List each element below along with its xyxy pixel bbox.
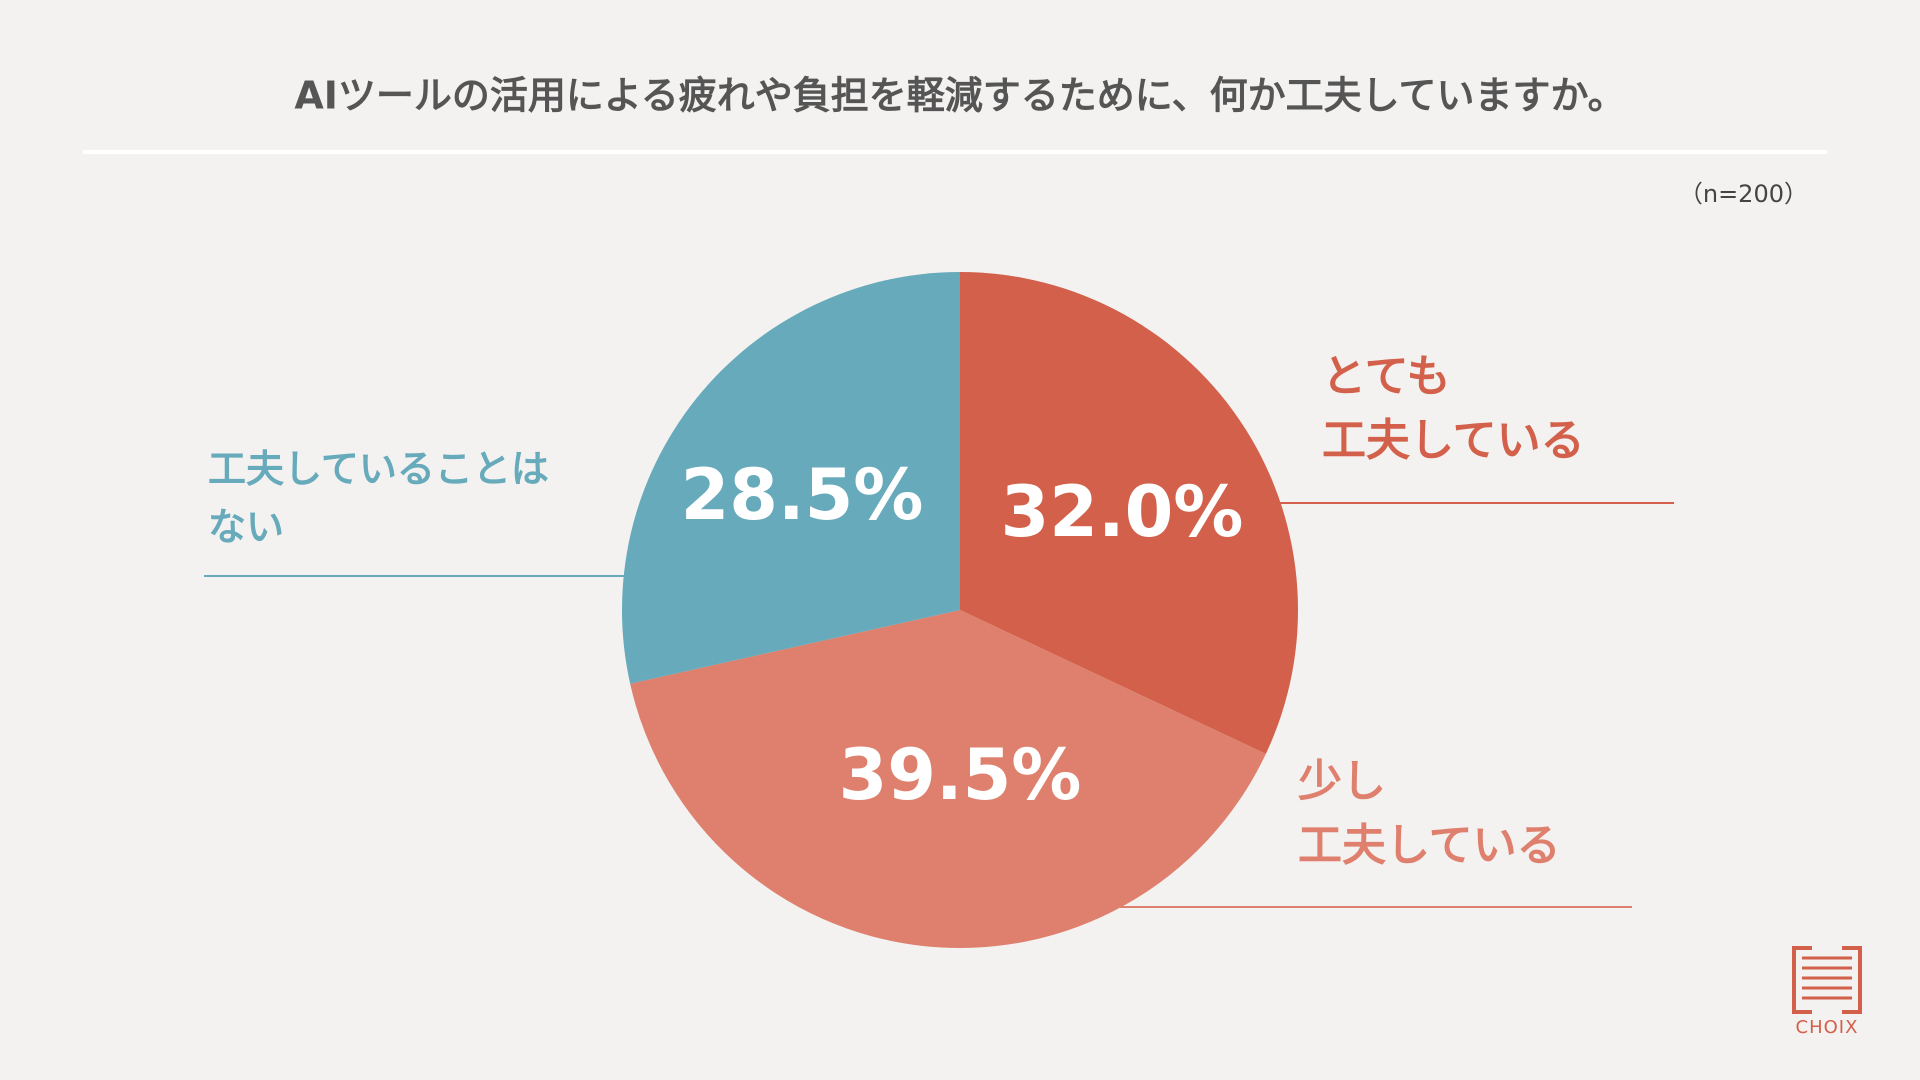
sample-note: （n=200） <box>1679 180 1808 208</box>
logo-mark <box>1792 946 1862 1014</box>
pie-slice <box>622 272 960 684</box>
pie-slice <box>630 610 1266 949</box>
value-label: 39.5% <box>839 734 1082 816</box>
value-label: 28.5% <box>681 454 924 536</box>
logo <box>1792 946 1862 1014</box>
logo-lines <box>1802 956 1852 1000</box>
chart-title: AIツールの活用による疲れや負担を軽減するために、何か工夫していますか。 <box>294 74 1625 118</box>
category-label: 少し 工夫している <box>1298 756 1561 871</box>
category-label: とても 工夫している <box>1322 351 1585 466</box>
logo-text: CHOIX <box>1796 1017 1859 1038</box>
pie-slice <box>960 272 1298 754</box>
value-label: 32.0% <box>1001 471 1244 553</box>
category-label: 工夫していることは ない <box>208 447 549 549</box>
